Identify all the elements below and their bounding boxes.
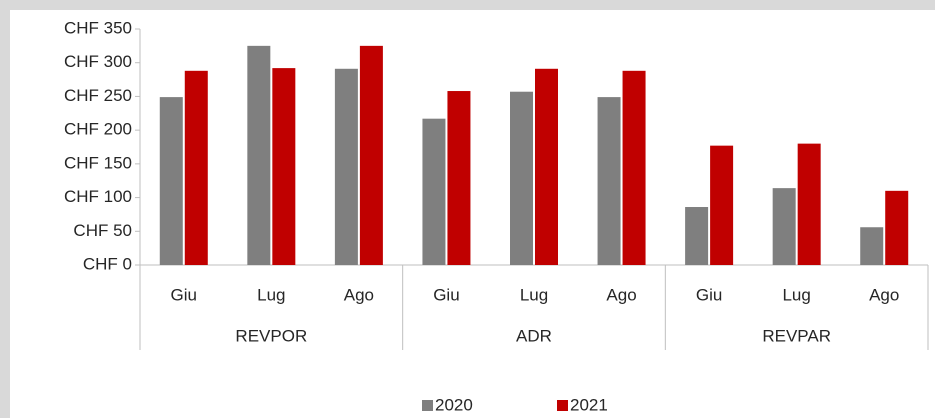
y-tick-label: CHF 0 (83, 254, 132, 273)
x-tick-label: Giu (171, 285, 197, 304)
x-tick-label: Ago (606, 285, 636, 304)
bar (772, 188, 796, 265)
bar (510, 91, 533, 265)
bar (447, 91, 471, 265)
legend-swatch (557, 400, 568, 411)
bar (860, 227, 884, 265)
y-tick-label: CHF 150 (64, 153, 132, 172)
y-tick-label: CHF 300 (64, 52, 132, 71)
bar (710, 145, 734, 265)
group-label: REVPOR (235, 326, 307, 345)
bar (422, 118, 446, 266)
x-tick-label: Giu (696, 285, 722, 304)
chart-area (10, 10, 935, 418)
group-label: ADR (516, 326, 552, 345)
y-tick-label: CHF 250 (64, 86, 132, 105)
y-tick-label: CHF 50 (73, 221, 132, 240)
bar (622, 70, 646, 265)
x-tick-label: Lug (782, 285, 810, 304)
bar (184, 70, 208, 265)
bar (685, 207, 709, 265)
y-tick-label: CHF 100 (64, 187, 132, 206)
group-label: REVPAR (762, 326, 831, 345)
x-tick-label: Ago (869, 285, 899, 304)
bar (797, 143, 821, 265)
x-tick-label: Giu (433, 285, 459, 304)
bar (334, 68, 358, 265)
y-tick-label: CHF 350 (64, 18, 132, 37)
bar (535, 68, 558, 265)
legend-label: 2021 (570, 395, 608, 414)
x-tick-label: Ago (344, 285, 374, 304)
legend-swatch (422, 400, 433, 411)
legend-label: 2020 (435, 395, 473, 414)
y-tick-label: CHF 200 (64, 120, 132, 139)
x-tick-label: Lug (257, 285, 285, 304)
bar (159, 97, 183, 265)
bar (885, 190, 909, 265)
x-tick-label: Lug (520, 285, 548, 304)
bar (359, 45, 383, 265)
bar (597, 97, 621, 265)
bar (247, 45, 271, 265)
bar (272, 68, 296, 265)
